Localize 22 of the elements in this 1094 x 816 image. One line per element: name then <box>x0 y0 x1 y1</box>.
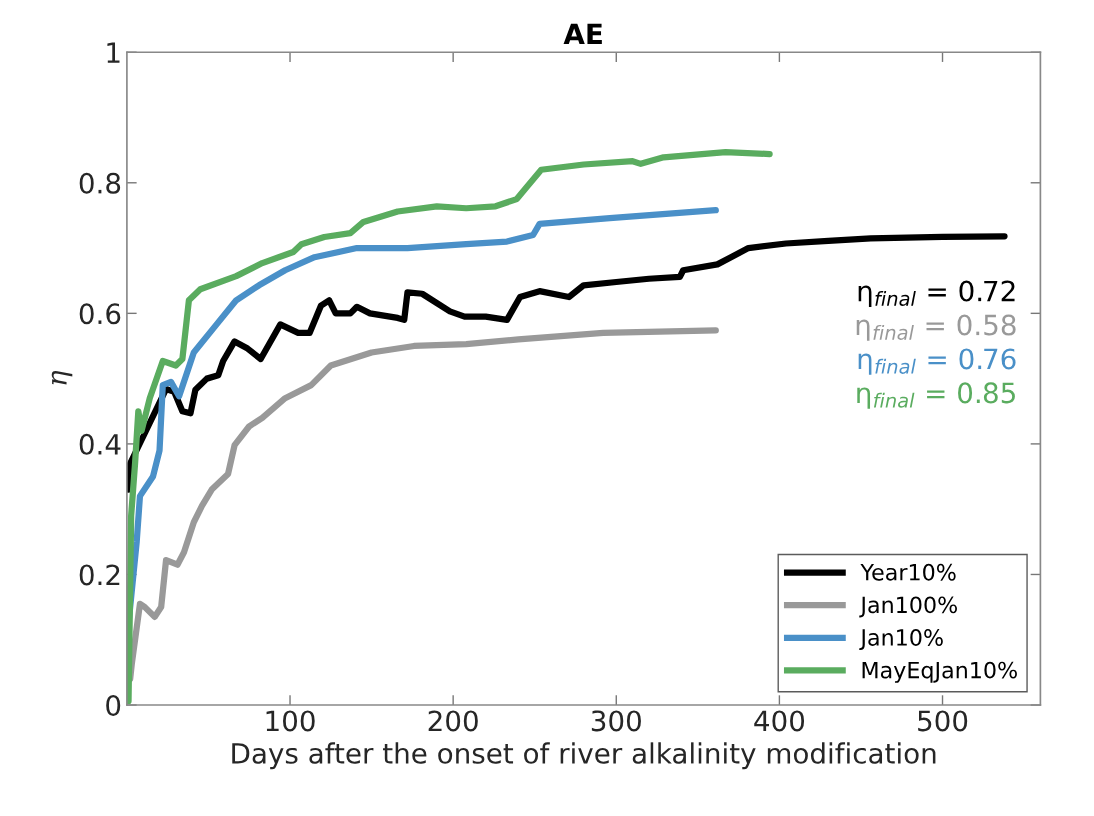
x-axis-title: Days after the onset of river alkalinity modification <box>232 742 936 770</box>
y-tick-label: 0.2 <box>79 564 120 586</box>
x-tick-label: 400 <box>754 710 805 732</box>
annotation: η$_{final}$ = 0.85 <box>857 382 1015 409</box>
x-tick-label: 100 <box>266 710 315 732</box>
annotation: η$_{final}$ = 0.58 <box>856 314 1016 341</box>
x-tick-label: 300 <box>591 710 641 732</box>
legend-label: MayEqJan10% <box>862 661 1017 683</box>
y-tick-label: 0.4 <box>79 433 121 455</box>
y-tick-label: 0 <box>106 694 121 716</box>
y-tick-label: 0.8 <box>79 172 121 194</box>
x-tick-label: 200 <box>428 710 478 732</box>
annotation: η$_{final}$ = 0.76 <box>858 348 1016 375</box>
legend-label: Jan100% <box>859 596 957 618</box>
legend-label: Year10% <box>860 563 956 581</box>
y-tick-label: 1 <box>107 42 120 63</box>
y-tick-label: 0.6 <box>79 303 121 325</box>
y-axis-title: η <box>51 370 73 385</box>
chart-title: AE <box>563 23 602 44</box>
x-tick-label: 500 <box>918 710 968 732</box>
legend-label: Jan10% <box>859 629 943 651</box>
annotation: η$_{final}$ = 0.72 <box>858 280 1015 307</box>
